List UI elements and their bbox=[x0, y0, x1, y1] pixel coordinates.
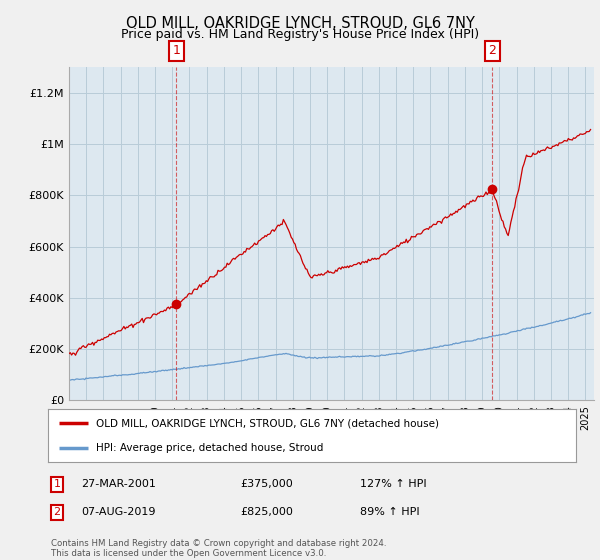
Text: 1: 1 bbox=[53, 479, 61, 489]
Text: OLD MILL, OAKRIDGE LYNCH, STROUD, GL6 7NY: OLD MILL, OAKRIDGE LYNCH, STROUD, GL6 7N… bbox=[125, 16, 475, 31]
Text: Price paid vs. HM Land Registry's House Price Index (HPI): Price paid vs. HM Land Registry's House … bbox=[121, 28, 479, 41]
Text: HPI: Average price, detached house, Stroud: HPI: Average price, detached house, Stro… bbox=[95, 442, 323, 452]
Text: Contains HM Land Registry data © Crown copyright and database right 2024.
This d: Contains HM Land Registry data © Crown c… bbox=[51, 539, 386, 558]
Text: 2: 2 bbox=[488, 44, 496, 57]
Text: £375,000: £375,000 bbox=[240, 479, 293, 489]
Text: 89% ↑ HPI: 89% ↑ HPI bbox=[360, 507, 419, 517]
Text: £825,000: £825,000 bbox=[240, 507, 293, 517]
Text: 27-MAR-2001: 27-MAR-2001 bbox=[81, 479, 156, 489]
Text: 1: 1 bbox=[172, 44, 180, 57]
Text: 127% ↑ HPI: 127% ↑ HPI bbox=[360, 479, 427, 489]
Text: 2: 2 bbox=[53, 507, 61, 517]
Text: OLD MILL, OAKRIDGE LYNCH, STROUD, GL6 7NY (detached house): OLD MILL, OAKRIDGE LYNCH, STROUD, GL6 7N… bbox=[95, 418, 439, 428]
Text: 07-AUG-2019: 07-AUG-2019 bbox=[81, 507, 155, 517]
